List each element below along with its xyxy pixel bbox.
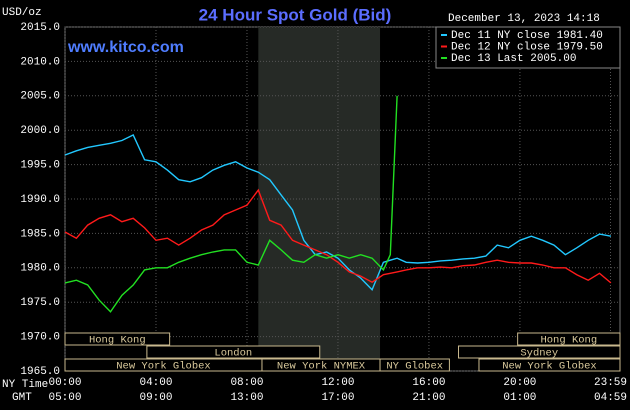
session-bar — [517, 332, 621, 346]
y-tick-label: 1980.0 — [20, 263, 60, 275]
x-tick-label-gmt: 09:00 — [139, 392, 172, 404]
session-bar — [379, 358, 450, 372]
y-tick-label: 1995.0 — [20, 160, 60, 172]
legend — [435, 26, 621, 69]
price-line — [64, 134, 612, 292]
session-label: Hong Kong — [89, 334, 146, 346]
x-tick-label-gmt: 01:00 — [503, 392, 536, 404]
y-tick-label: 1975.0 — [20, 297, 60, 309]
session-bar — [146, 345, 321, 359]
y-tick-label: 2000.0 — [20, 125, 60, 137]
session-bar — [64, 332, 171, 346]
y-tick-label: 2005.0 — [20, 91, 60, 103]
y-tick-label: 1985.0 — [20, 228, 60, 240]
session-label: New York Globex — [502, 360, 597, 372]
session-label: New York NYMEX — [277, 360, 366, 372]
session-label: NY Globex — [386, 360, 443, 372]
chart-title: 24 Hour Spot Gold (Bid) — [199, 5, 392, 24]
session-label: New York Globex — [116, 360, 211, 372]
x-tick-label-gmt: 04:59 — [594, 392, 627, 404]
x-axis-label: NY Time — [2, 379, 48, 391]
x-tick-label-gmt: 17:00 — [321, 392, 354, 404]
price-line — [64, 188, 612, 284]
legend-entry: Dec 11 NY close 1981.40 — [451, 30, 603, 42]
x-tick-label: 23:59 — [594, 377, 627, 389]
session-label: Hong Kong — [540, 334, 597, 346]
highlight-region — [258, 27, 381, 371]
x-tick-label-gmt: 21:00 — [412, 392, 445, 404]
x-tick-label: 00:00 — [48, 377, 81, 389]
x-tick-label-gmt: 13:00 — [230, 392, 263, 404]
x-tick-label: 04:00 — [139, 377, 172, 389]
y-tick-label: 2010.0 — [20, 56, 60, 68]
session-bar — [458, 345, 621, 359]
y-tick-label: 1970.0 — [20, 332, 60, 344]
y-tick-label: 1965.0 — [20, 366, 60, 378]
y-tick-label: 2015.0 — [20, 22, 60, 34]
x-tick-label: 08:00 — [230, 377, 263, 389]
x-tick-label-gmt: 05:00 — [48, 392, 81, 404]
timestamp: December 13, 2023 14:18 — [448, 13, 600, 25]
x-axis-label-gmt: GMT — [12, 392, 32, 404]
subtitle: www.kitco.com — [67, 39, 184, 56]
y-tick-label: 1990.0 — [20, 194, 60, 206]
y-axis-label: USD/oz — [2, 7, 42, 19]
x-tick-label: 20:00 — [503, 377, 536, 389]
session-bar — [478, 358, 621, 372]
legend-entry: Dec 12 NY close 1979.50 — [451, 41, 603, 53]
x-tick-label: 12:00 — [321, 377, 354, 389]
session-label: London — [214, 347, 252, 359]
legend-entry: Dec 13 Last 2005.00 — [451, 53, 576, 65]
session-label: Sydney — [520, 347, 558, 359]
price-line — [64, 95, 398, 313]
x-tick-label: 16:00 — [412, 377, 445, 389]
